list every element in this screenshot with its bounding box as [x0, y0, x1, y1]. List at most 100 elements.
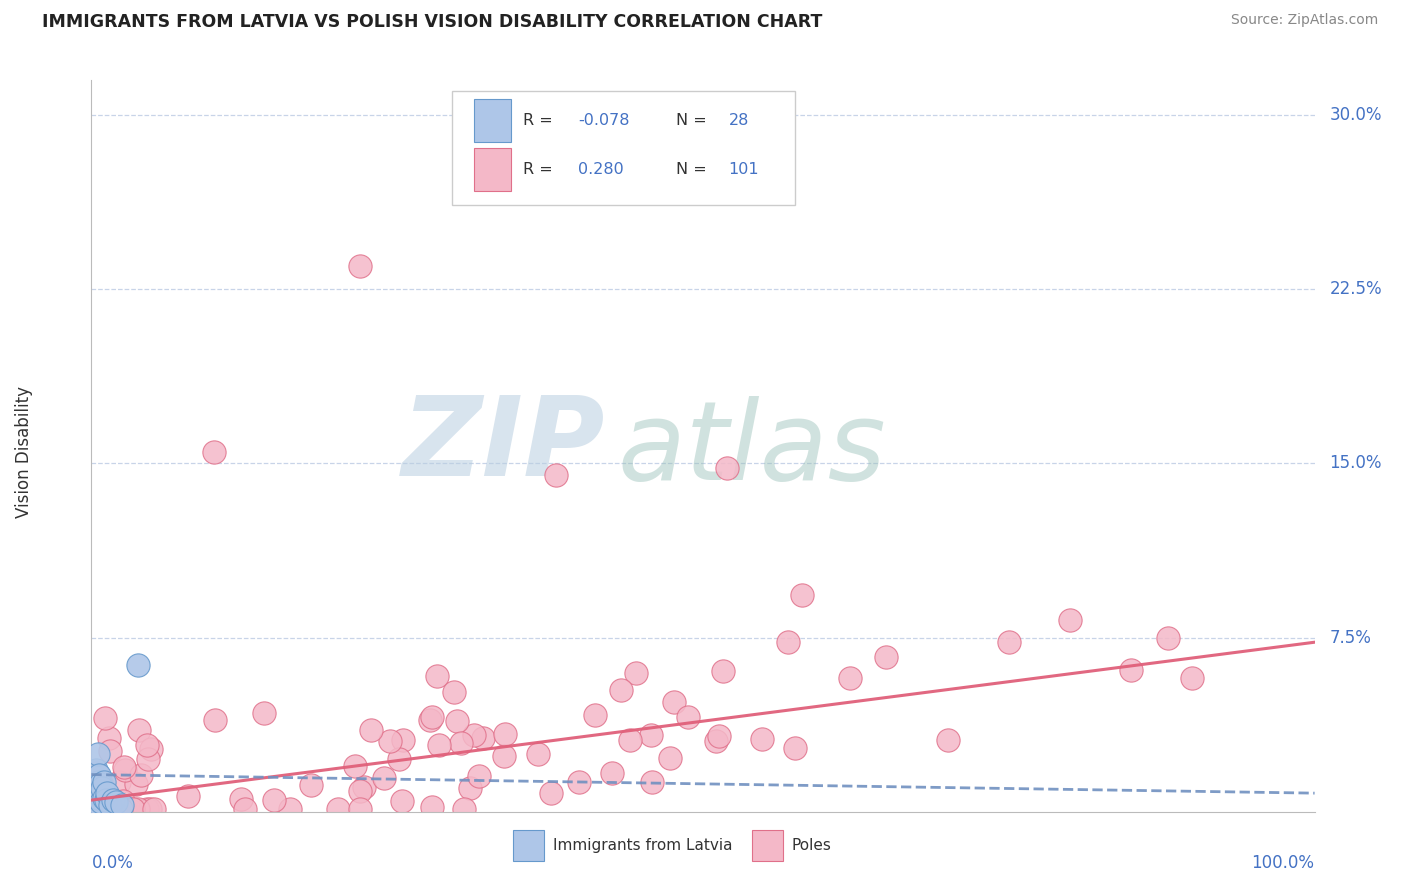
Point: [626, 666, 648, 681]
Point: [87, 767, 110, 781]
Point: [86, 802, 108, 816]
Point: [84, 796, 107, 810]
Point: [936, 733, 959, 747]
Point: [998, 635, 1021, 649]
Point: [86, 747, 108, 761]
Text: -0.078: -0.078: [578, 113, 630, 128]
Point: [1181, 672, 1204, 686]
Point: [111, 794, 134, 808]
Point: [127, 658, 149, 673]
Text: ZIP: ZIP: [402, 392, 605, 500]
Point: [349, 259, 371, 273]
Point: [110, 802, 132, 816]
Point: [619, 733, 641, 747]
Point: [460, 780, 482, 795]
Text: Immigrants from Latvia: Immigrants from Latvia: [553, 838, 733, 853]
Point: [96, 786, 118, 800]
Point: [450, 736, 472, 750]
Text: 15.0%: 15.0%: [1329, 454, 1382, 473]
Point: [136, 802, 159, 816]
Point: [343, 759, 366, 773]
Point: [98, 797, 121, 812]
Point: [86, 790, 108, 805]
Point: [98, 744, 121, 758]
Point: [111, 802, 134, 816]
Point: [778, 635, 800, 649]
Point: [97, 731, 120, 745]
Point: [138, 752, 160, 766]
Point: [84, 789, 107, 803]
Text: Source: ZipAtlas.com: Source: ZipAtlas.com: [1230, 13, 1378, 28]
Text: 101: 101: [728, 162, 759, 177]
Point: [86, 774, 108, 789]
Text: 0.0%: 0.0%: [91, 854, 134, 871]
Point: [546, 468, 568, 483]
Point: [1157, 631, 1180, 645]
FancyBboxPatch shape: [453, 91, 794, 204]
Point: [89, 789, 111, 803]
Point: [610, 683, 633, 698]
Point: [94, 711, 117, 725]
Point: [378, 734, 401, 748]
Point: [229, 792, 252, 806]
Point: [125, 777, 148, 791]
Text: IMMIGRANTS FROM LATVIA VS POLISH VISION DISABILITY CORRELATION CHART: IMMIGRANTS FROM LATVIA VS POLISH VISION …: [42, 13, 823, 31]
Point: [678, 710, 700, 724]
Point: [540, 786, 562, 800]
Point: [90, 776, 112, 790]
Text: 100.0%: 100.0%: [1251, 854, 1315, 871]
Point: [86, 766, 108, 780]
Point: [82, 793, 104, 807]
Point: [112, 760, 135, 774]
Point: [177, 789, 200, 803]
Point: [299, 778, 322, 792]
Text: 7.5%: 7.5%: [1329, 629, 1371, 647]
Point: [568, 774, 591, 789]
Text: R =: R =: [523, 162, 558, 177]
Text: Vision Disability: Vision Disability: [15, 386, 34, 517]
Point: [463, 728, 485, 742]
Point: [785, 741, 807, 756]
Point: [128, 723, 150, 737]
Point: [141, 742, 163, 756]
Text: 28: 28: [728, 113, 749, 128]
Point: [388, 752, 411, 766]
Point: [655, 154, 678, 169]
Point: [84, 770, 107, 784]
Point: [453, 802, 475, 816]
Point: [392, 732, 415, 747]
Point: [640, 728, 662, 742]
Point: [129, 768, 152, 782]
Point: [122, 802, 145, 816]
Point: [662, 695, 685, 709]
Point: [527, 747, 550, 761]
Point: [494, 748, 516, 763]
Point: [204, 713, 226, 727]
Point: [104, 802, 127, 816]
Point: [108, 774, 131, 789]
Point: [91, 781, 114, 796]
Point: [86, 784, 108, 798]
Point: [83, 797, 105, 812]
Point: [142, 802, 165, 816]
Point: [103, 793, 125, 807]
Point: [875, 649, 898, 664]
Point: [1059, 613, 1081, 627]
Point: [89, 777, 111, 791]
Point: [114, 764, 136, 778]
Point: [349, 784, 371, 798]
Point: [94, 793, 117, 807]
Point: [84, 763, 107, 777]
Point: [280, 802, 302, 816]
Point: [429, 738, 451, 752]
Point: [446, 714, 468, 729]
Point: [426, 669, 449, 683]
Text: 30.0%: 30.0%: [1329, 106, 1382, 124]
Bar: [474, 99, 510, 143]
Point: [84, 786, 107, 800]
Point: [707, 729, 730, 743]
Point: [471, 731, 494, 745]
Point: [419, 713, 441, 727]
Point: [716, 461, 738, 475]
Text: Poles: Poles: [792, 838, 831, 853]
